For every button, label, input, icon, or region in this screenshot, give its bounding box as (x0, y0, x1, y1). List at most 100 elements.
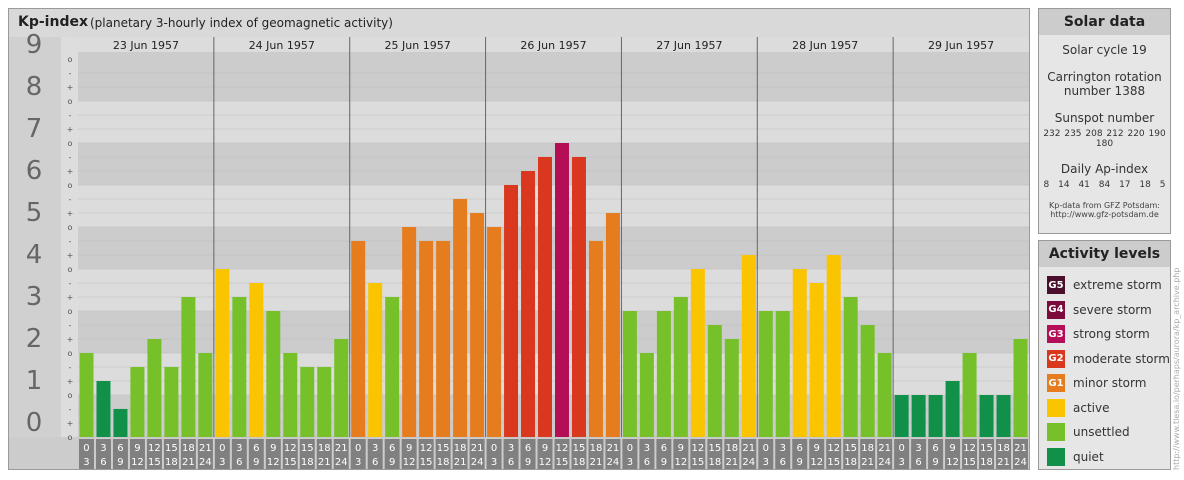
kp-bar (571, 156, 586, 437)
y-tick-label: 0 (26, 408, 43, 438)
interval-start: 6 (117, 443, 123, 454)
interval-start: 3 (644, 443, 650, 454)
y-tick-label: 1 (26, 366, 43, 396)
interval-end: 18 (844, 457, 857, 468)
interval-start: 3 (915, 443, 921, 454)
interval-end: 18 (708, 457, 721, 468)
carrington-label: Carrington rotation (1047, 70, 1162, 84)
interval-cell (248, 439, 264, 469)
interval-start: 3 (236, 443, 242, 454)
kp-bar (453, 198, 468, 437)
kp-bar (605, 213, 620, 437)
minor-tick: + (67, 125, 74, 134)
interval-cell (350, 439, 366, 469)
kp-band (9, 101, 1029, 143)
kp-bar (402, 227, 417, 437)
minor-tick: + (67, 377, 74, 386)
interval-start: 0 (627, 443, 633, 454)
interval-end: 9 (797, 457, 803, 468)
activity-levels-heading: Activity levels (1039, 241, 1170, 267)
interval-end: 24 (199, 457, 212, 468)
interval-cell (469, 439, 485, 469)
interval-end: 24 (471, 457, 484, 468)
interval-cell (537, 439, 553, 469)
interval-end: 21 (997, 457, 1010, 468)
interval-cell (231, 439, 247, 469)
legend-label: severe storm (1073, 302, 1152, 317)
interval-cell (214, 439, 230, 469)
interval-start: 6 (389, 443, 395, 454)
interval-cell (367, 439, 383, 469)
minor-tick: o (68, 349, 73, 358)
interval-end: 3 (763, 457, 769, 468)
interval-start: 15 (573, 443, 586, 454)
interval-start: 12 (148, 443, 161, 454)
interval-start: 15 (301, 443, 314, 454)
minor-tick: o (68, 391, 73, 400)
solar-data-panel: Solar data Solar cycle 19 Carrington rot… (1038, 8, 1171, 234)
interval-cell (79, 439, 94, 469)
y-tick-label: 4 (26, 240, 43, 270)
interval-end: 12 (674, 457, 687, 468)
day-label: 28 Jun 1957 (792, 39, 858, 52)
kp-bar (962, 353, 977, 437)
interval-end: 12 (403, 457, 416, 468)
kp-bar (877, 353, 892, 437)
interval-start: 18 (454, 443, 467, 454)
kp-bar (690, 269, 705, 437)
interval-cell (605, 439, 621, 469)
interval-end: 18 (573, 457, 586, 468)
interval-cell (418, 439, 434, 469)
interval-end: 9 (932, 457, 938, 468)
interval-cell (962, 439, 978, 469)
interval-end: 9 (389, 457, 395, 468)
minor-tick: o (68, 433, 73, 442)
kp-band (9, 59, 1029, 101)
interval-cell (1013, 439, 1028, 469)
interval-end: 3 (219, 457, 225, 468)
sunspot-values: 232 235 208 212 220 190 180 (1043, 129, 1166, 149)
kp-bar (470, 213, 485, 437)
legend-item-unsettled: unsettled (1047, 422, 1130, 442)
legend-item-strong-storm: G3 strong storm (1047, 324, 1150, 344)
interval-end: 15 (691, 457, 704, 468)
legend-item-minor-storm: G1 minor storm (1047, 373, 1146, 393)
kp-bar (979, 395, 994, 437)
interval-start: 6 (253, 443, 259, 454)
interval-cell (146, 439, 162, 469)
interval-cell (197, 439, 213, 469)
legend-label: active (1073, 400, 1110, 415)
interval-start: 15 (844, 443, 857, 454)
interval-end: 3 (83, 457, 89, 468)
interval-start: 9 (406, 443, 412, 454)
kp-bar (656, 311, 671, 437)
legend-label: unsettled (1073, 425, 1130, 439)
kp-bar (79, 353, 94, 437)
kp-bar (622, 311, 637, 437)
interval-cell (690, 439, 706, 469)
interval-cell (299, 439, 315, 469)
kp-bar (639, 353, 654, 437)
kp-bar (707, 324, 722, 437)
interval-cell (792, 439, 808, 469)
kp-bar (928, 395, 943, 437)
minor-tick: + (67, 335, 74, 344)
interval-cell (758, 439, 774, 469)
kp-bar (181, 297, 196, 437)
interval-start: 21 (335, 443, 348, 454)
interval-end: 24 (335, 457, 348, 468)
source-url[interactable]: http://www.gfz-potsdam.de (1050, 210, 1159, 219)
source-label: Kp-data from GFZ Potsdam: (1049, 201, 1160, 210)
minor-tick: + (67, 167, 74, 176)
kp-bar (351, 240, 366, 437)
interval-start: 15 (165, 443, 178, 454)
minor-tick: - (69, 111, 72, 120)
kp-bar (894, 395, 909, 437)
kp-band (9, 353, 1029, 395)
day-label: 25 Jun 1957 (385, 39, 451, 52)
interval-cell (282, 439, 298, 469)
solar-cycle: Solar cycle 19 (1062, 43, 1147, 57)
interval-end: 12 (946, 457, 959, 468)
chart-title: Kp-index (18, 14, 88, 30)
interval-cell (979, 439, 995, 469)
